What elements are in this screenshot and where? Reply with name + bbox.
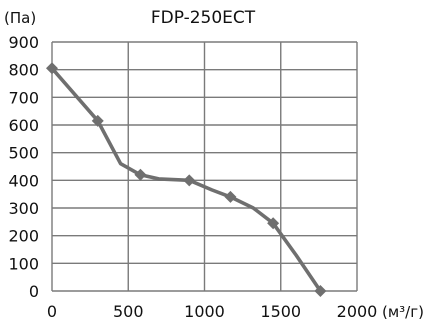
x-axis-unit-label: (м³/г)	[382, 303, 424, 321]
x-tick-label: 500	[113, 302, 144, 321]
data-point-marker	[183, 174, 196, 187]
y-tick-label: 0	[29, 282, 39, 301]
data-point-marker	[267, 217, 280, 230]
x-tick-label: 1500	[260, 302, 301, 321]
y-tick-label: 500	[8, 144, 39, 163]
y-tick-label: 800	[8, 61, 39, 80]
data-point-marker	[91, 114, 104, 127]
y-axis-unit-label: (Па)	[4, 9, 36, 27]
data-point-marker	[134, 168, 147, 181]
y-tick-label: 900	[8, 33, 39, 52]
data-point-marker	[224, 190, 237, 203]
y-tick-label: 700	[8, 88, 39, 107]
x-tick-label: 1000	[184, 302, 225, 321]
grid	[51, 41, 358, 292]
y-tick-label: 400	[8, 171, 39, 190]
x-tick-label: 0	[47, 302, 57, 321]
y-tick-label: 600	[8, 116, 39, 135]
data-point-marker	[46, 62, 58, 75]
x-axis-ticks: 0 500 1000 1500 2000	[47, 302, 377, 321]
y-tick-label: 200	[8, 227, 39, 246]
chart-title: FDP-250ECT	[151, 8, 256, 28]
data-point-marker	[314, 285, 327, 297]
series-pressure-curve	[46, 62, 327, 297]
y-tick-label: 100	[8, 254, 39, 273]
y-tick-label: 300	[8, 199, 39, 218]
x-tick-label: 2000	[337, 302, 378, 321]
y-axis-ticks: 0 100 200 300 400 500 600 700 800 900	[8, 33, 39, 301]
